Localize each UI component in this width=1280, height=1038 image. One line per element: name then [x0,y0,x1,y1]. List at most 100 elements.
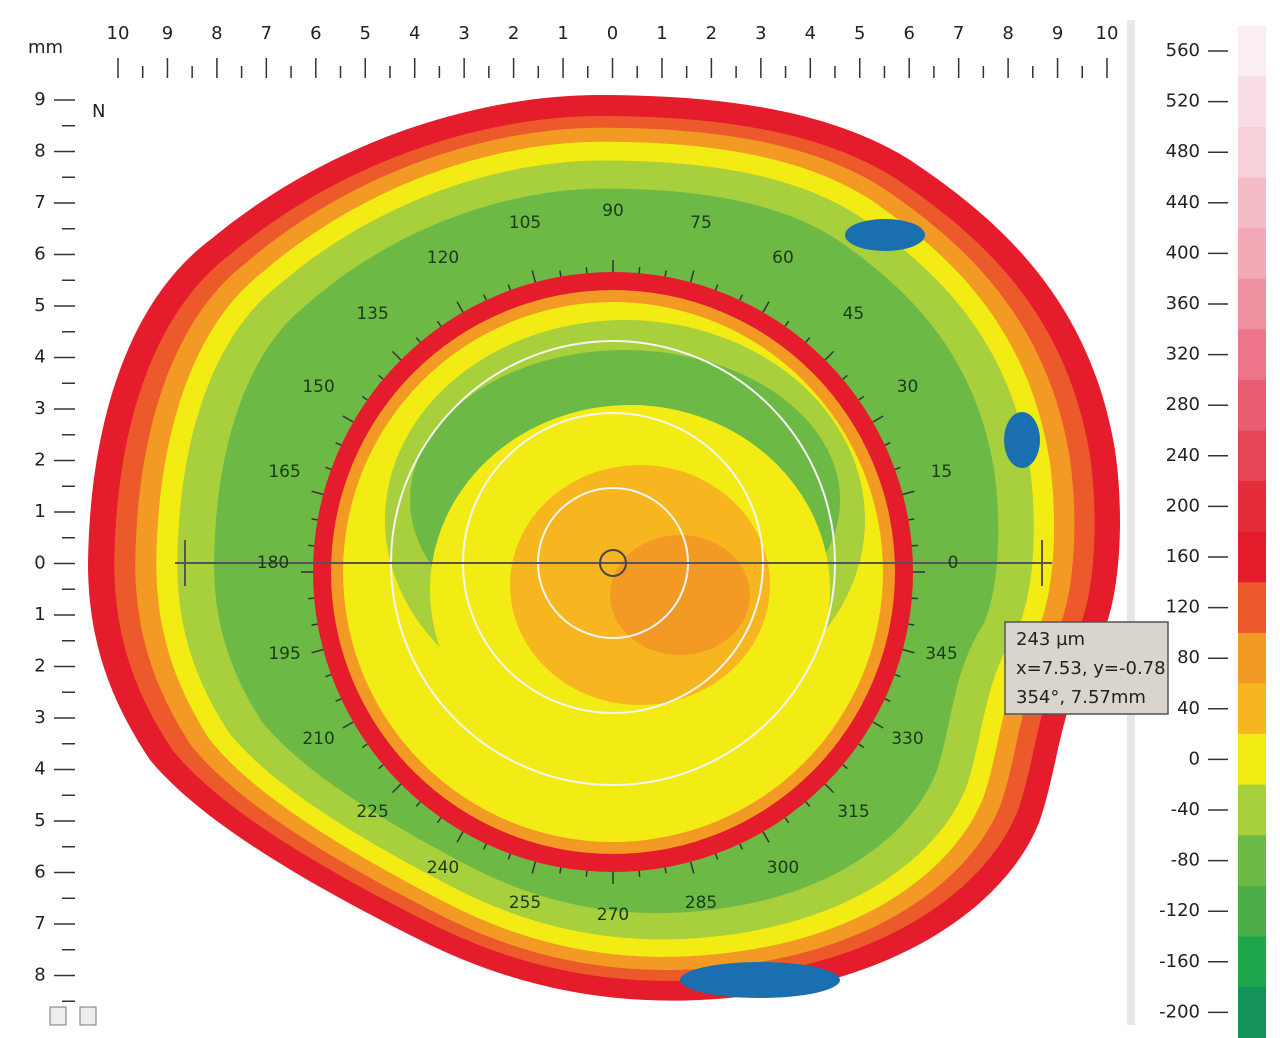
scroll-buttons [49,1006,97,1026]
tooltip: 243 µm x=7.53, y=-0.78 354°, 7.57mm [1004,621,1169,715]
lens-tick [805,337,811,343]
scale-label: -120 [1159,900,1200,921]
scale-label: 120 [1166,597,1200,618]
lens-tick [335,441,342,446]
lens-tick [482,843,487,850]
lens-tick [894,673,901,678]
angle-label: 150 [302,377,334,397]
scale-band [1238,531,1266,583]
scale-band [1238,379,1266,431]
lens-tick [361,743,368,749]
y-tick-label: 9 [34,89,45,110]
lens-tick [902,648,915,654]
lens-tick [714,853,719,860]
x-tick-label: 7 [261,23,272,44]
divider [1127,20,1135,1025]
scale-label: 160 [1166,546,1200,567]
lens-tick [784,817,790,824]
heat-map [88,95,1120,1001]
scale-band [1238,784,1266,836]
lens-tick [308,597,315,600]
lens-tick [894,466,901,471]
zone-blue [1004,412,1040,468]
scale-band [1238,329,1266,381]
y-tick-label: 5 [34,810,45,831]
lens-tick [824,350,835,361]
x-tick-label: 8 [1002,23,1013,44]
lens-tick [482,294,487,301]
scale-band [1238,177,1266,229]
x-tick-label: 8 [211,23,222,44]
angle-label: 15 [931,462,953,482]
scale-label: 240 [1166,445,1200,466]
button[interactable] [49,1006,67,1026]
lens-tick [456,831,464,843]
angle-label: 75 [690,213,712,233]
y-tick-label: 5 [34,295,45,316]
angle-label: 180 [257,553,289,573]
lens-tick [884,698,891,703]
lens-tick [311,648,324,654]
scale-label: 0 [1189,748,1200,769]
scale-label: 280 [1166,394,1200,415]
lens-tick [531,861,537,874]
angle-label: 315 [837,802,869,822]
lens-tick [378,374,384,380]
angle-label: 135 [356,304,388,324]
y-tick-label: 3 [34,707,45,728]
angle-label: 165 [268,462,300,482]
y-tick-label: 1 [34,604,45,625]
center-mark [599,549,627,577]
tooltip-line: x=7.53, y=-0.78 [1016,658,1166,679]
x-tick-label: 3 [755,23,766,44]
lens-tick [342,721,354,729]
scale-label: -200 [1159,1001,1200,1022]
y-tick-label: 6 [34,244,45,265]
angle-label: 195 [268,644,300,664]
lens-tick [714,284,719,291]
tooltip-box [1004,621,1169,715]
lens-tick [342,415,354,423]
lens-tick [739,843,744,850]
tooltip-line: 354°, 7.57mm [1016,687,1146,708]
scale-band [1238,936,1266,988]
tooltip-line: 243 µm [1016,629,1085,650]
angle-label: 45 [843,304,865,324]
x-tick-label: 10 [107,23,130,44]
scale-band [1238,734,1266,786]
lens-tick [311,490,324,496]
x-tick-label: 4 [409,23,420,44]
scale-label: 80 [1177,647,1200,668]
lens-tick [531,270,537,283]
lens-tick [842,374,848,380]
lens-tick [858,743,865,749]
angle-label: 285 [685,893,717,913]
scale-band [1238,683,1266,735]
scale-label: 200 [1166,495,1200,516]
y-tick-label: 2 [34,656,45,677]
y-tick-label: 1 [34,501,45,522]
x-tick-label: 7 [953,23,964,44]
lens-tick [325,466,332,471]
lens-tick [638,870,641,877]
lens-tick [908,623,915,626]
x-tick-label: 10 [1096,23,1119,44]
angle-label: 105 [509,213,541,233]
angle-label: 90 [602,201,624,221]
x-tick-label: 6 [310,23,321,44]
scale-label: 440 [1166,192,1200,213]
scale-label: 320 [1166,344,1200,365]
scale-band [1238,126,1266,178]
angle-label: 300 [767,858,799,878]
x-tick-label: 2 [706,23,717,44]
lens-tick [585,870,588,877]
lens-tick [559,867,562,874]
scale-band [1238,632,1266,684]
unit-label: mm [28,37,63,58]
y-tick-label: 7 [34,913,45,934]
button[interactable] [79,1006,97,1026]
lens-tick [824,783,835,794]
x-tick-label: 5 [854,23,865,44]
nasal-label: N [92,101,105,122]
lens-tick [391,783,402,794]
